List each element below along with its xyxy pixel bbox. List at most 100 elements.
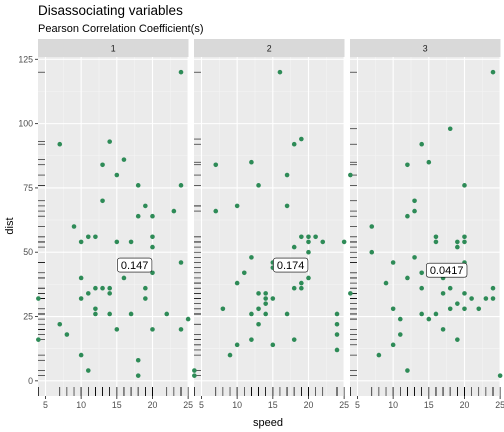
x-tick-label: 15 (268, 400, 278, 410)
y-tick-label: 125 (18, 54, 33, 64)
data-point (249, 255, 254, 260)
data-point (284, 203, 290, 209)
data-point (107, 139, 112, 144)
data-point (121, 157, 127, 162)
data-point (455, 337, 460, 342)
facet-panels: 1 0.147 2 0.174 3 0.0417 (36, 39, 503, 396)
facet-panel-2: 2 0.174 (192, 39, 347, 396)
data-point (78, 275, 84, 281)
data-point (462, 239, 467, 245)
data-point (334, 311, 340, 317)
data-point (107, 291, 112, 296)
data-point (433, 234, 439, 240)
data-point (171, 208, 177, 214)
data-point (383, 280, 389, 286)
data-point (390, 342, 396, 348)
data-point (114, 239, 120, 245)
data-point (93, 306, 98, 312)
data-point (192, 373, 197, 378)
data-point (249, 159, 254, 165)
x-tick-label: 15 (112, 400, 122, 410)
data-point (135, 183, 141, 188)
data-point (178, 183, 184, 188)
data-point (100, 162, 105, 168)
data-point (85, 234, 91, 240)
data-point (483, 296, 489, 301)
data-point (192, 368, 197, 373)
data-point (36, 337, 41, 342)
data-point (334, 347, 340, 353)
data-point (490, 285, 496, 291)
data-point (164, 311, 170, 317)
data-point (178, 69, 184, 75)
facet-panel-3: 3 0.0417 (348, 39, 503, 396)
data-point (234, 342, 240, 348)
data-point (419, 311, 424, 317)
data-point (220, 306, 226, 312)
data-point (419, 285, 424, 291)
data-point (150, 327, 155, 332)
data-point (213, 208, 219, 214)
x-tick-label: 10 (232, 400, 242, 410)
data-point (447, 126, 453, 132)
data-point (462, 183, 467, 188)
x-tick-label: 10 (388, 400, 398, 410)
data-point (107, 285, 112, 291)
correlation-label-box (273, 257, 309, 273)
data-point (299, 234, 304, 240)
y-tick-label: 100 (18, 119, 33, 129)
data-point (234, 280, 240, 286)
data-point (376, 352, 382, 358)
correlation-label-2: 0.174 (273, 257, 309, 273)
data-point (107, 311, 112, 317)
facet-strip-label-2: 2 (267, 44, 272, 54)
data-point (405, 275, 410, 281)
data-point (150, 234, 155, 240)
data-point (227, 352, 233, 358)
data-point (299, 136, 304, 142)
data-point (419, 270, 424, 276)
data-point (348, 291, 353, 296)
facet-strip-3 (350, 39, 501, 57)
y-tick-label: 50 (23, 247, 33, 257)
chart-subtitle: Pearson Correlation Coefficient(s) (38, 23, 203, 35)
data-point (497, 373, 503, 378)
y-axis: 0 25 50 75 100 125 (18, 54, 38, 386)
data-point (433, 311, 439, 317)
data-point (93, 234, 98, 240)
data-point (270, 342, 276, 348)
data-point (313, 234, 318, 240)
data-point (241, 270, 247, 276)
data-point (85, 291, 91, 296)
correlation-value: 0.147 (121, 260, 149, 272)
data-point (263, 296, 268, 301)
data-point (93, 285, 98, 291)
facet-panel-1: 1 0.147 (36, 39, 191, 396)
data-point (143, 203, 148, 209)
data-point (447, 285, 453, 291)
data-point (78, 296, 84, 301)
data-point (213, 162, 219, 168)
data-point (397, 316, 403, 322)
y-tick-label: 0 (28, 376, 33, 386)
data-point (291, 244, 297, 250)
data-point (405, 368, 410, 373)
data-point (185, 316, 191, 322)
data-point (143, 285, 148, 291)
data-point (256, 291, 261, 296)
data-point (469, 296, 474, 301)
facet-strip-2 (194, 39, 345, 57)
data-point (306, 249, 311, 255)
correlation-label-box (117, 257, 153, 273)
data-point (490, 296, 496, 301)
x-tick-label: 5 (199, 400, 204, 410)
data-point (440, 291, 446, 296)
data-point (249, 337, 254, 342)
x-tick-label: 15 (424, 400, 434, 410)
data-point (426, 159, 432, 165)
data-point (412, 255, 417, 260)
data-point (426, 316, 432, 322)
data-point (36, 296, 41, 301)
data-point (114, 172, 120, 178)
